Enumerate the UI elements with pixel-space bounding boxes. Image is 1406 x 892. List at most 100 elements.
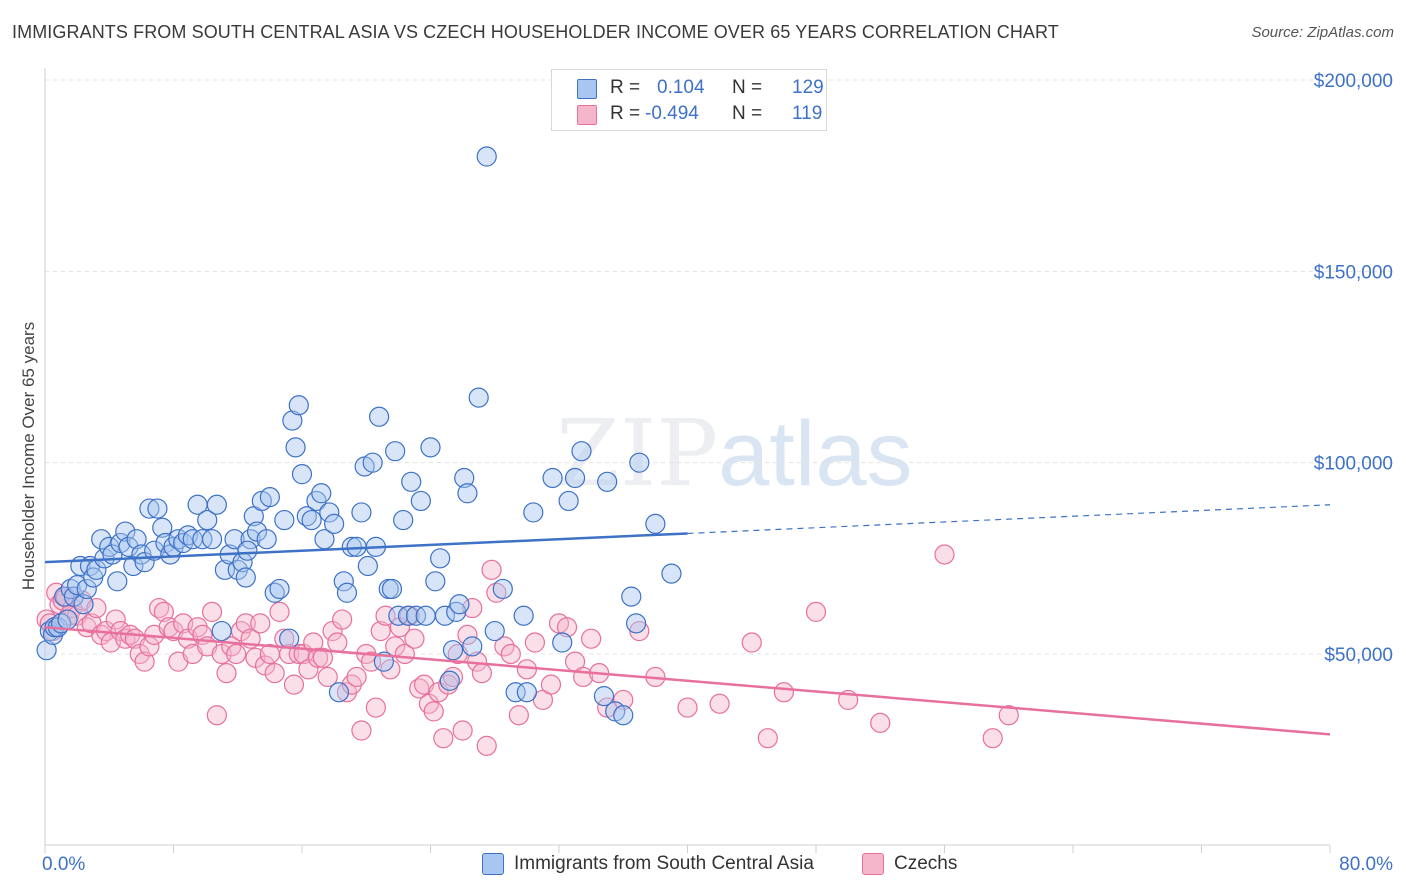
- data-point: [370, 620, 391, 642]
- data-point: [709, 693, 730, 714]
- data-point: [629, 452, 650, 473]
- data-point: [492, 578, 513, 600]
- data-point: [291, 464, 313, 485]
- data-point: [311, 483, 332, 504]
- data-point: [301, 509, 322, 531]
- legend-r-label: R =: [610, 77, 641, 98]
- legend-row-pink: R = -0.494 N = 119: [552, 101, 826, 127]
- data-point: [303, 632, 324, 653]
- legend-swatch-pink: [577, 105, 597, 125]
- data-point: [625, 613, 647, 634]
- data-point: [319, 502, 340, 523]
- data-point: [216, 663, 237, 684]
- data-point: [613, 705, 634, 726]
- data-point: [505, 682, 526, 703]
- data-point: [91, 529, 112, 550]
- data-point: [153, 601, 174, 623]
- data-point: [381, 578, 403, 600]
- data-point: [476, 146, 497, 167]
- x-tick-label: 80.0%: [1339, 854, 1393, 875]
- data-point: [197, 509, 218, 531]
- data-point: [36, 640, 57, 661]
- data-point: [434, 605, 456, 626]
- data-point: [397, 605, 419, 626]
- source-label: Source: ZipAtlas.com: [1251, 24, 1394, 41]
- legend-n-value: 119: [792, 103, 823, 124]
- data-point: [279, 628, 300, 649]
- data-point: [385, 441, 406, 462]
- czechs-points: [36, 544, 1019, 756]
- data-point: [613, 689, 634, 711]
- data-point: [324, 513, 345, 534]
- data-point: [312, 647, 333, 668]
- data-point: [513, 605, 534, 626]
- data-point: [57, 609, 78, 630]
- data-point: [481, 559, 502, 580]
- data-point: [741, 632, 762, 653]
- y-tick-label: $150,000: [1314, 262, 1393, 283]
- axes: [44, 68, 1331, 853]
- data-point: [524, 632, 546, 653]
- data-point: [283, 674, 305, 695]
- legend-n-label: N =: [732, 77, 763, 98]
- data-point: [934, 544, 955, 565]
- data-point: [235, 567, 256, 588]
- data-point: [317, 666, 338, 688]
- data-point: [152, 517, 173, 538]
- legend-swatch-blue: [577, 79, 597, 99]
- data-point: [206, 494, 227, 515]
- data-point: [571, 441, 592, 462]
- y-tick-label: $50,000: [1324, 645, 1393, 666]
- data-point: [118, 536, 139, 557]
- data-point: [107, 571, 128, 592]
- data-point: [442, 666, 464, 688]
- data-point: [226, 643, 247, 665]
- data-point: [540, 674, 562, 695]
- data-point: [645, 513, 666, 534]
- data-point: [415, 605, 436, 626]
- data-point: [224, 529, 245, 550]
- data-point: [433, 728, 454, 749]
- data-point: [274, 509, 295, 531]
- data-point: [86, 597, 107, 619]
- data-point: [484, 620, 505, 642]
- data-point: [401, 471, 422, 492]
- data-point: [462, 597, 483, 619]
- y-tick-label: $200,000: [1314, 71, 1393, 92]
- data-point: [264, 663, 285, 684]
- data-point: [449, 594, 470, 615]
- data-point: [593, 685, 615, 707]
- data-point: [288, 395, 309, 416]
- data-point: [425, 571, 446, 592]
- data-point: [365, 697, 386, 718]
- data-point: [346, 666, 367, 688]
- data-point: [237, 540, 258, 561]
- data-point: [269, 601, 290, 623]
- data-point: [462, 636, 483, 657]
- data-point: [508, 705, 529, 726]
- data-point: [556, 617, 578, 638]
- legend-r-value: -0.494: [645, 103, 699, 124]
- data-point: [468, 387, 489, 408]
- data-point: [452, 720, 473, 741]
- bottom-legend-label-pink: Czechs: [894, 853, 958, 874]
- data-point: [126, 529, 147, 550]
- data-point: [201, 529, 223, 550]
- data-point: [332, 609, 353, 630]
- data-point: [457, 483, 478, 504]
- data-point: [410, 490, 431, 512]
- data-point: [235, 613, 256, 634]
- data-point: [250, 613, 271, 634]
- legend-row-blue: R = 0.104 N = 129: [552, 75, 826, 101]
- data-point: [351, 502, 372, 523]
- data-point: [351, 720, 372, 741]
- legend-r-value: 0.104: [657, 77, 705, 98]
- data-point: [442, 640, 464, 661]
- data-point: [393, 509, 414, 531]
- data-point: [328, 682, 350, 703]
- correlation-legend: R = 0.104 N = 129 R = -0.494 N = 119: [551, 69, 827, 131]
- data-point: [558, 490, 579, 512]
- data-point: [597, 471, 618, 492]
- data-point: [439, 670, 460, 691]
